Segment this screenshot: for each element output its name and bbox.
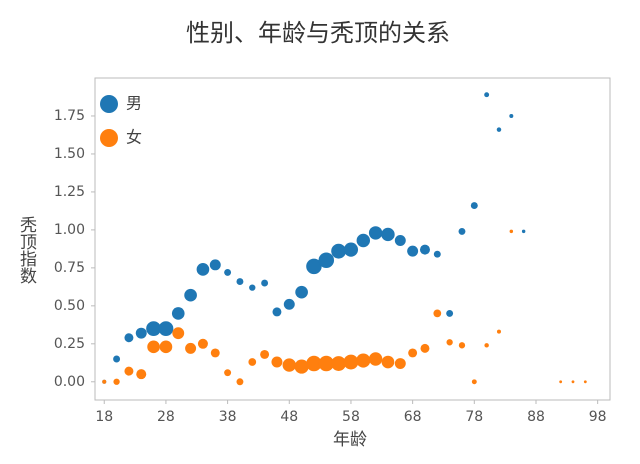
point: [306, 258, 322, 275]
x-tick-label: 78: [465, 409, 483, 425]
point: [210, 348, 220, 358]
point: [283, 298, 295, 310]
point: [470, 202, 478, 210]
point: [356, 233, 371, 248]
legend-marker: [100, 129, 118, 147]
point: [496, 127, 502, 132]
point: [197, 338, 208, 349]
point: [583, 380, 587, 384]
point: [136, 369, 147, 380]
point: [271, 356, 283, 368]
point: [419, 244, 430, 255]
y-tick-label: 0.75: [54, 260, 85, 276]
point: [172, 327, 185, 340]
y-axis-label: 秃顶指数: [16, 216, 37, 284]
point: [282, 358, 296, 372]
point: [394, 358, 406, 370]
point: [368, 226, 383, 240]
point: [224, 268, 232, 276]
y-tick-label: 1.50: [54, 146, 85, 162]
point: [458, 227, 466, 235]
point: [306, 355, 322, 372]
point: [261, 279, 269, 287]
point: [446, 309, 454, 317]
point: [331, 243, 347, 259]
point: [343, 354, 359, 370]
point: [184, 288, 197, 302]
point: [124, 333, 134, 343]
x-tick-label: 28: [157, 409, 175, 425]
legend-label: 男: [126, 94, 142, 113]
point: [196, 263, 210, 276]
point: [408, 348, 418, 358]
point: [146, 321, 162, 337]
y-tick-label: 0.25: [54, 336, 85, 352]
point: [521, 229, 526, 234]
point: [147, 340, 160, 354]
point: [124, 366, 134, 376]
point: [331, 356, 347, 371]
point: [458, 342, 466, 349]
point: [496, 329, 501, 334]
point: [171, 307, 185, 320]
point: [509, 113, 514, 118]
point: [294, 359, 309, 374]
point: [394, 235, 406, 246]
point: [433, 309, 442, 318]
x-tick-label: 98: [589, 409, 607, 425]
point: [343, 242, 359, 257]
x-tick-label: 58: [342, 409, 360, 425]
point: [407, 245, 419, 257]
y-tick-label: 0.00: [54, 374, 85, 390]
point: [433, 250, 441, 258]
point: [381, 355, 395, 369]
point: [295, 285, 308, 299]
point: [318, 355, 335, 372]
point: [318, 252, 335, 269]
point: [559, 380, 563, 384]
point: [113, 378, 120, 385]
chart-title: 性别、年龄与秃顶的关系: [186, 19, 450, 47]
point: [224, 369, 232, 377]
point: [356, 353, 371, 368]
y-tick-label: 1.75: [54, 108, 85, 124]
plot-frame: [94, 77, 611, 401]
point: [260, 349, 270, 359]
point: [185, 342, 197, 354]
y-tick-label: 1.00: [54, 222, 85, 238]
x-tick-label: 18: [95, 409, 113, 425]
point: [420, 343, 430, 353]
point: [102, 379, 107, 384]
point: [381, 227, 395, 242]
point: [236, 278, 244, 285]
point: [135, 327, 147, 339]
point: [159, 340, 173, 354]
legend-marker: [100, 95, 118, 113]
x-axis-label: 年龄: [333, 430, 367, 450]
x-tick-label: 68: [404, 409, 422, 425]
point: [484, 343, 489, 348]
point: [248, 358, 257, 366]
point: [368, 352, 383, 366]
point: [484, 92, 490, 98]
point: [209, 259, 221, 271]
y-tick-label: 0.50: [54, 298, 85, 314]
y-tick-label: 1.25: [54, 184, 85, 200]
point: [446, 339, 453, 346]
legend-label: 女: [126, 128, 142, 147]
point: [236, 378, 244, 386]
x-tick-label: 88: [527, 409, 545, 425]
x-tick-label: 48: [280, 409, 298, 425]
point: [471, 379, 477, 385]
point: [509, 229, 514, 234]
point: [113, 355, 121, 363]
point: [272, 307, 282, 317]
point: [571, 380, 575, 384]
x-tick-label: 38: [219, 409, 237, 425]
point: [158, 321, 174, 337]
point: [249, 284, 256, 291]
